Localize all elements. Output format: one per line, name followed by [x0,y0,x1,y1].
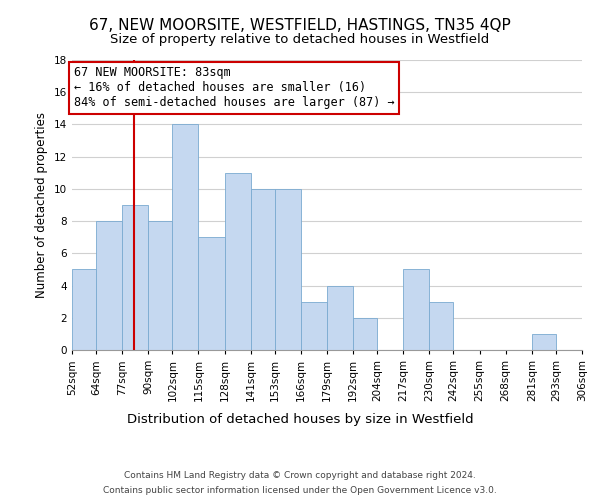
Text: Distribution of detached houses by size in Westfield: Distribution of detached houses by size … [127,412,473,426]
Bar [122,205,148,350]
Text: Contains public sector information licensed under the Open Government Licence v3: Contains public sector information licen… [103,486,497,495]
Text: 67 NEW MOORSITE: 83sqm
← 16% of detached houses are smaller (16)
84% of semi-det: 67 NEW MOORSITE: 83sqm ← 16% of detached… [74,66,395,110]
Bar [96,221,122,350]
Bar [430,302,454,350]
Text: Size of property relative to detached houses in Westfield: Size of property relative to detached ho… [110,32,490,46]
Bar [199,237,224,350]
Bar [224,173,251,350]
Bar [148,221,172,350]
Y-axis label: Number of detached properties: Number of detached properties [35,112,49,298]
Bar [582,334,600,350]
Bar [172,124,199,350]
Bar [327,286,353,350]
Bar [275,189,301,350]
Bar [72,270,96,350]
Text: 67, NEW MOORSITE, WESTFIELD, HASTINGS, TN35 4QP: 67, NEW MOORSITE, WESTFIELD, HASTINGS, T… [89,18,511,32]
Bar [353,318,377,350]
Bar [403,270,430,350]
Bar [532,334,556,350]
Bar [251,189,275,350]
Bar [301,302,327,350]
Text: Contains HM Land Registry data © Crown copyright and database right 2024.: Contains HM Land Registry data © Crown c… [124,471,476,480]
